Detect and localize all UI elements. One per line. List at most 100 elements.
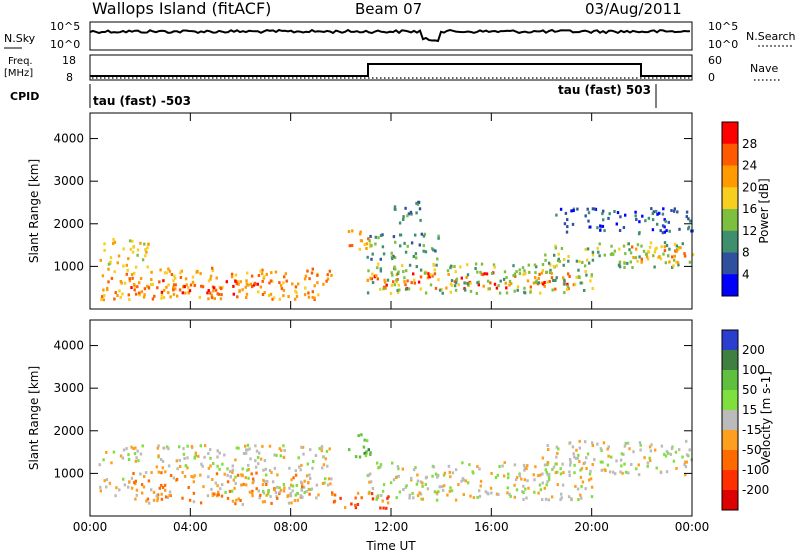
scatter-cell <box>499 279 502 283</box>
scatter-cell <box>661 212 665 216</box>
scatter-cell <box>453 280 457 284</box>
scatter-cell <box>159 268 162 272</box>
scatter-cell <box>513 495 516 499</box>
scatter-cell <box>414 466 417 470</box>
scatter-cell <box>307 295 311 299</box>
scatter-cell <box>607 216 610 220</box>
scatter-cell <box>184 464 187 468</box>
scatter-cell <box>236 280 239 284</box>
scatter-cell <box>254 465 258 469</box>
scatter-cell <box>118 488 121 492</box>
scatter-cell <box>665 450 669 454</box>
colorbar-tick-label: 20 <box>742 180 757 194</box>
scatter-cell <box>601 224 605 228</box>
scatter-cell <box>207 279 211 283</box>
scatter-cell <box>218 467 221 471</box>
scatter-cell <box>395 280 398 284</box>
scatter-cell <box>494 476 498 479</box>
scatter-cell <box>153 294 156 298</box>
scatter-cell <box>570 209 573 213</box>
scatter-cell <box>385 283 388 287</box>
scatter-cell <box>365 247 368 250</box>
scatter-cell <box>226 467 229 471</box>
power-axes: 1000 2000 3000 4000 <box>53 113 693 309</box>
scatter-cell <box>379 287 382 291</box>
scatter-cell <box>294 285 298 289</box>
velocity-colorbar-label: Velocity [m s-1] <box>759 371 773 465</box>
scatter-cell <box>134 446 137 450</box>
scatter-cell <box>358 455 362 459</box>
scatter-cell <box>218 451 221 455</box>
scatter-cell <box>379 267 382 271</box>
scatter-cell <box>363 438 366 442</box>
scatter-cell <box>320 445 324 449</box>
scatter-cell <box>547 498 550 502</box>
scatter-cell <box>320 449 323 453</box>
scatter-cell <box>193 283 197 287</box>
scatter-cell <box>199 473 202 477</box>
scatter-cell <box>279 488 283 492</box>
scatter-cell <box>179 276 183 279</box>
scatter-cell <box>376 496 379 500</box>
scatter-cell <box>245 483 248 487</box>
nsearch-label: N.Search <box>746 30 796 43</box>
scatter-cell <box>461 477 465 481</box>
scatter-cell <box>415 201 418 205</box>
scatter-cell <box>490 272 494 275</box>
scatter-cell <box>373 275 376 279</box>
scatter-cell <box>599 460 603 464</box>
scatter-cell <box>196 269 199 273</box>
scatter-cell <box>402 215 405 219</box>
scatter-cell <box>515 270 518 274</box>
scatter-cell <box>522 497 525 501</box>
scatter-cell <box>508 279 512 283</box>
scatter-cell <box>315 496 318 500</box>
scatter-cell <box>664 219 667 223</box>
scatter-cell <box>423 232 427 236</box>
scatter-cell <box>527 486 530 490</box>
scatter-cell <box>480 262 484 266</box>
scatter-cell <box>310 271 314 275</box>
scatter-cell <box>396 465 400 469</box>
scatter-cell <box>602 441 606 445</box>
scatter-cell <box>185 283 188 287</box>
scatter-cell <box>190 475 193 478</box>
scatter-cell <box>167 283 170 287</box>
scatter-cell <box>194 451 197 455</box>
scatter-cell <box>507 476 510 480</box>
scatter-cell <box>674 249 677 253</box>
scatter-cell <box>479 270 482 274</box>
scatter-cell <box>566 284 570 288</box>
scatter-cell <box>262 491 266 495</box>
scatter-cell <box>546 463 549 467</box>
scatter-cell <box>568 474 571 477</box>
scatter-cell <box>115 486 118 490</box>
scatter-cell <box>290 478 293 482</box>
scatter-cell <box>329 482 332 486</box>
scatter-cell <box>164 495 168 499</box>
scatter-cell <box>397 474 400 478</box>
scatter-cell <box>217 490 220 494</box>
scatter-cell <box>502 277 506 281</box>
scatter-cell <box>521 490 524 494</box>
scatter-cell <box>295 291 298 295</box>
scatter-cell <box>313 296 316 300</box>
scatter-cell <box>181 470 184 474</box>
scatter-cell <box>316 273 319 277</box>
scatter-cell <box>495 286 499 290</box>
scatter-cell <box>254 459 257 463</box>
scatter-cell <box>386 501 390 505</box>
scatter-cell <box>157 454 160 458</box>
scatter-cell <box>103 248 106 252</box>
scatter-cell <box>586 247 590 251</box>
scatter-cell <box>146 265 149 269</box>
scatter-cell <box>623 261 626 265</box>
scatter-cell <box>428 275 431 279</box>
scatter-cell <box>156 496 160 500</box>
scatter-cell <box>392 235 396 239</box>
scatter-cell <box>256 282 259 286</box>
scatter-cell <box>392 280 395 284</box>
scatter-cell <box>127 485 130 489</box>
scatter-cell <box>665 470 669 474</box>
scatter-cell <box>165 285 168 289</box>
